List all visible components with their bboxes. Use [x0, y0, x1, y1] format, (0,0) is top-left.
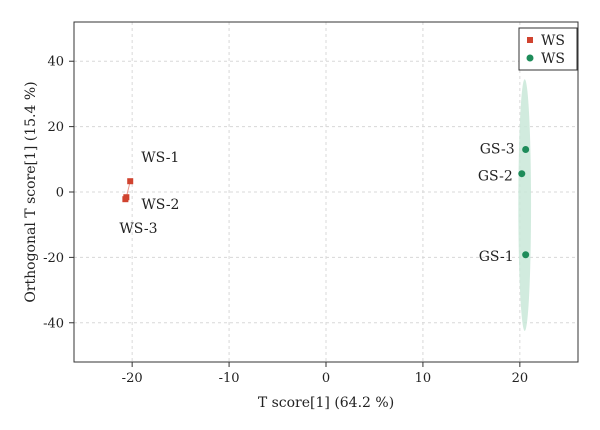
point-label: GS-3 — [480, 142, 515, 158]
point-marker — [518, 170, 526, 178]
point-label: GS-2 — [478, 169, 513, 185]
x-tick-label: 20 — [512, 371, 529, 386]
grid-lines — [74, 22, 578, 362]
legend-entry: WS — [541, 33, 565, 49]
legend: WS WS — [518, 27, 578, 71]
point-label: WS-2 — [141, 197, 179, 213]
x-tick-label: 10 — [415, 371, 432, 386]
legend-marker — [526, 54, 534, 62]
point-label: WS-3 — [119, 221, 157, 237]
x-axis-label: T score[1] (64.2 %) — [258, 395, 394, 411]
y-axis-ticks: -40 -20 0 20 40 — [43, 55, 74, 331]
y-tick-label: 20 — [47, 120, 64, 135]
y-axis-label: Orthogonal T score[1] (15.4 %) — [23, 81, 39, 302]
x-tick-label: 0 — [322, 371, 330, 386]
x-tick-label: -20 — [122, 371, 143, 386]
y-tick-label: 40 — [47, 55, 64, 70]
point-marker — [522, 146, 530, 153]
legend-box — [518, 27, 578, 71]
legend-marker — [527, 37, 533, 43]
point-labels: WS-1 WS-2 WS-3 GS-3 GS-2 GS-1 — [119, 142, 514, 265]
x-axis-ticks: -20 -10 0 10 20 — [122, 362, 528, 386]
point-label: WS-1 — [141, 150, 179, 166]
point-label: GS-1 — [479, 249, 514, 265]
legend-entry: WS — [541, 51, 565, 67]
y-tick-label: -20 — [43, 251, 64, 266]
point-marker — [127, 178, 134, 185]
y-tick-label: 0 — [56, 186, 64, 201]
x-tick-label: -10 — [219, 371, 240, 386]
data-points — [122, 146, 530, 259]
point-marker — [522, 251, 530, 259]
point-marker — [122, 196, 129, 203]
confidence-ellipse — [518, 79, 532, 331]
y-tick-label: -40 — [43, 316, 64, 331]
